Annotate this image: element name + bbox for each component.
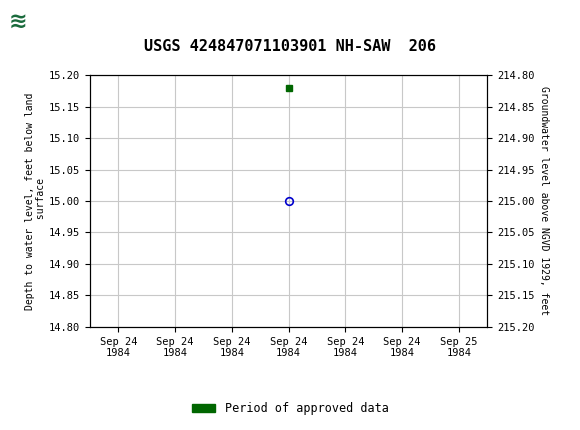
Text: ≋: ≋	[9, 12, 27, 32]
Text: USGS 424847071103901 NH-SAW  206: USGS 424847071103901 NH-SAW 206	[144, 39, 436, 54]
Text: USGS: USGS	[42, 12, 97, 31]
Legend: Period of approved data: Period of approved data	[187, 397, 393, 420]
Bar	[3, 3, 107, 42]
Y-axis label: Groundwater level above NGVD 1929, feet: Groundwater level above NGVD 1929, feet	[539, 86, 549, 316]
Y-axis label: Depth to water level, feet below land
 surface: Depth to water level, feet below land su…	[24, 92, 46, 310]
